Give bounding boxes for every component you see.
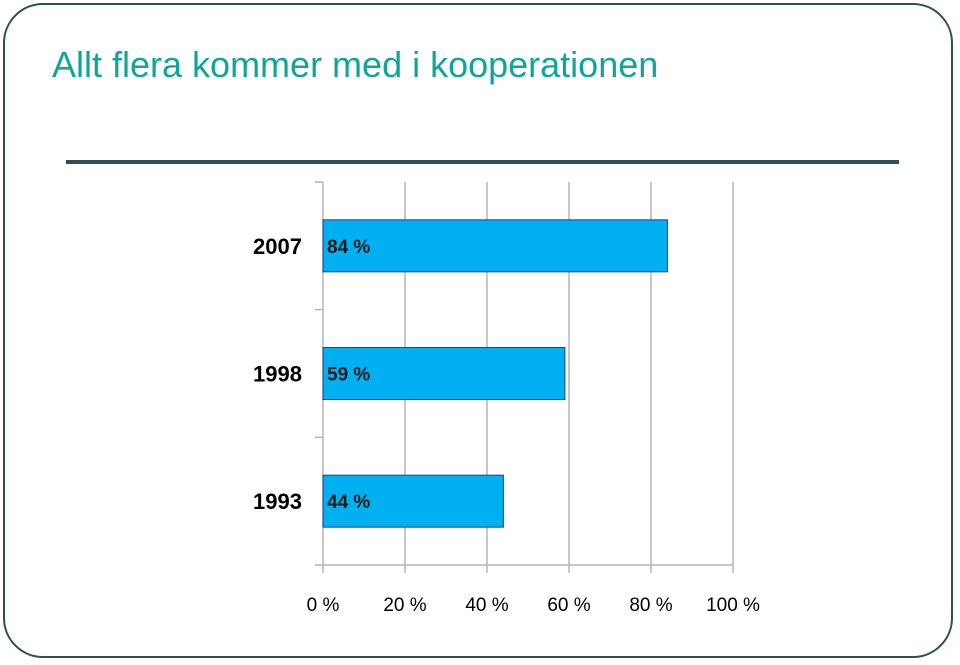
data-label-1993: 44 % bbox=[327, 492, 370, 513]
category-label-1993: 1993 bbox=[253, 489, 302, 514]
x-tick-label: 40 % bbox=[465, 595, 508, 616]
x-tick-label: 80 % bbox=[629, 595, 672, 616]
page-title: Allt flera kommer med i kooperationen bbox=[52, 44, 659, 85]
category-label-2007: 2007 bbox=[253, 234, 302, 259]
slide-frame bbox=[3, 3, 953, 658]
category-labels: 2007 1998 1993 bbox=[253, 234, 302, 514]
x-tick-label: 100 % bbox=[706, 595, 760, 616]
bar-1993 bbox=[322, 474, 504, 528]
x-tick-label: 60 % bbox=[547, 595, 590, 616]
bars bbox=[322, 219, 668, 528]
bar-2007 bbox=[322, 219, 668, 273]
category-label-1998: 1998 bbox=[253, 362, 302, 387]
data-label-2007: 84 % bbox=[327, 237, 370, 258]
data-labels: 84 % 59 % 44 % bbox=[327, 237, 370, 513]
x-tick-labels: 0 % 20 % 40 % 60 % 80 % 100 % bbox=[307, 595, 760, 616]
x-tick-label: 20 % bbox=[383, 595, 426, 616]
bar-1998 bbox=[322, 347, 566, 400]
data-label-1998: 59 % bbox=[327, 365, 370, 386]
title-divider bbox=[66, 160, 899, 164]
x-tick-label: 0 % bbox=[307, 595, 340, 616]
